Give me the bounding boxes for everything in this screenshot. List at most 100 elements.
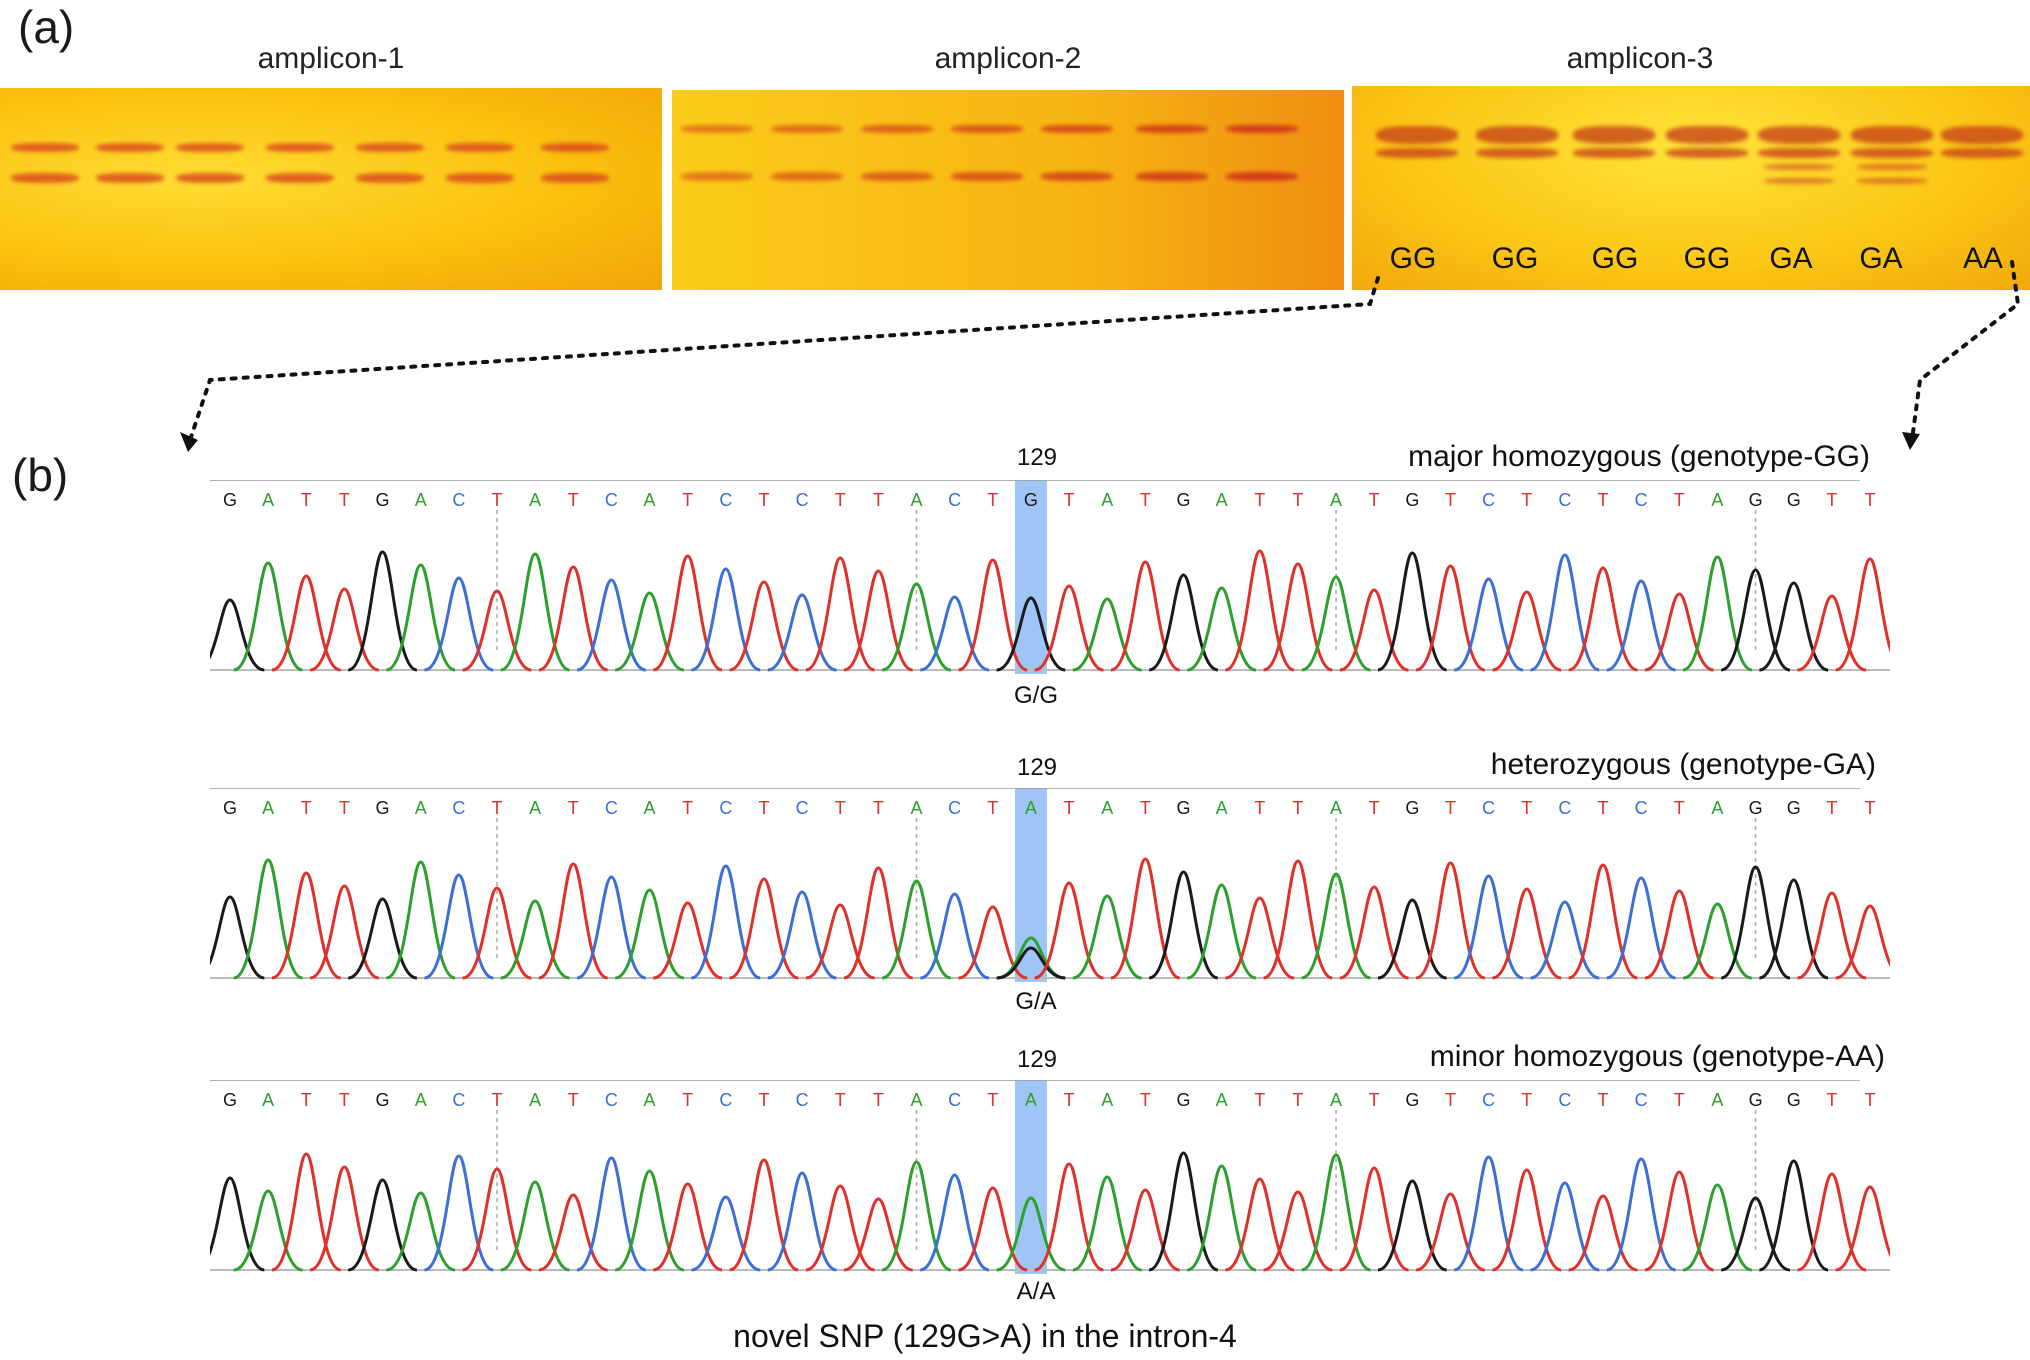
base-call-letter: T <box>301 1090 312 1110</box>
base-call-letter: T <box>1140 1090 1151 1110</box>
trace-peak <box>423 1154 494 1272</box>
base-call-letter: C <box>948 798 961 818</box>
trace-peak <box>1301 1153 1371 1272</box>
base-call-letter: G <box>1405 798 1419 818</box>
base-call-letter: T <box>1064 798 1075 818</box>
base-call-letter: A <box>1025 1090 1037 1110</box>
trace-peak <box>385 860 456 980</box>
gel-band <box>1666 126 1748 144</box>
trace-peak <box>1568 1194 1638 1272</box>
gel-band <box>356 173 424 183</box>
trace-peak <box>1644 592 1715 672</box>
gel-band <box>1136 172 1208 181</box>
base-call-letter: T <box>987 798 998 818</box>
base-call-letter: A <box>1101 1090 1113 1110</box>
trace-peak <box>1148 1151 1219 1272</box>
trace-2-call-label: G/A <box>1015 988 1057 1015</box>
base-call-letter: C <box>1635 490 1648 510</box>
trace-peak <box>1568 863 1638 980</box>
trace-peak <box>1682 555 1753 672</box>
panel-b-label: (b) <box>12 449 69 501</box>
trace-peak <box>1720 1196 1791 1272</box>
gel-band <box>1573 148 1655 158</box>
gel-title-amplicon-3: amplicon-3 <box>1566 42 1714 75</box>
base-call-letter: T <box>835 798 846 818</box>
base-call-letter: C <box>719 798 732 818</box>
base-call-letter: C <box>796 798 809 818</box>
base-call-letter: A <box>1711 490 1723 510</box>
gel-band <box>1857 178 1927 184</box>
base-call-letter: T <box>491 1090 502 1110</box>
base-call-letter: T <box>1445 490 1456 510</box>
base-call-letter: A <box>529 798 541 818</box>
trace-peak <box>462 589 532 672</box>
gel-band <box>541 143 609 152</box>
trace-peak <box>347 550 418 672</box>
trace-peak <box>1415 861 1486 980</box>
base-call-letter: T <box>682 1090 693 1110</box>
gel-band <box>1041 172 1113 181</box>
base-call-letter: A <box>415 1090 427 1110</box>
panel-a-label: (a) <box>18 1 75 53</box>
base-call-letter: G <box>223 798 237 818</box>
trace-peak <box>1606 1157 1677 1272</box>
base-call-letter: A <box>1216 490 1228 510</box>
base-call-letter: T <box>1369 1090 1380 1110</box>
gel-band <box>1136 125 1208 133</box>
base-call-letter: G <box>376 798 390 818</box>
base-call-letter: T <box>1521 798 1532 818</box>
connector-arrows <box>180 260 2021 452</box>
base-call-letter: T <box>1292 490 1303 510</box>
base-call-letter: C <box>1482 1090 1495 1110</box>
base-call-letter: T <box>1369 490 1380 510</box>
gel-band <box>96 173 164 183</box>
trace-peak <box>1758 1159 1829 1272</box>
gel-band <box>266 173 334 183</box>
gel-band <box>1851 148 1933 158</box>
trace-peak <box>309 587 380 672</box>
trace-peak <box>1835 557 1890 672</box>
base-call-letter: G <box>1787 1090 1801 1110</box>
trace-2-position-label: 129 <box>1016 754 1058 781</box>
base-call-letter: T <box>1369 798 1380 818</box>
connector-right-arrowhead <box>1902 432 1920 450</box>
base-call-letter: T <box>1521 1090 1532 1110</box>
base-call-letter: A <box>529 490 541 510</box>
base-call-letter: A <box>262 798 274 818</box>
genotype-label-lane-1: GG <box>1389 242 1437 275</box>
connector-right <box>1910 260 2021 442</box>
figure-caption: novel SNP (129G>A) in the intron-4 <box>733 1318 1237 1354</box>
base-call-letter: T <box>873 798 884 818</box>
gel-title-amplicon-1: amplicon-1 <box>257 42 405 75</box>
trace-peak <box>690 864 761 980</box>
gel-band <box>11 173 79 183</box>
base-call-letter: G <box>1176 490 1190 510</box>
base-call-letter: T <box>1826 798 1837 818</box>
trace-peak <box>1110 1188 1181 1272</box>
base-call-letter: C <box>948 490 961 510</box>
snp-highlight <box>1014 1080 1047 1274</box>
trace-peak <box>957 558 1028 672</box>
trace-peak <box>996 946 1066 980</box>
gel-image-amplicon-1 <box>0 88 662 290</box>
gel-band <box>1758 148 1840 158</box>
base-call-letter: T <box>1254 1090 1265 1110</box>
gel-band <box>1941 148 2023 158</box>
base-call-letter: A <box>1330 798 1342 818</box>
base-call-letter: T <box>1826 490 1837 510</box>
trace-peak <box>538 862 609 980</box>
gel-band <box>1573 126 1655 144</box>
gel-band <box>861 125 933 133</box>
base-call-letter: A <box>1216 1090 1228 1110</box>
base-call-letter: C <box>1635 1090 1648 1110</box>
trace-3-title: minor homozygous (genotype-AA) <box>1429 1040 1885 1073</box>
base-call-letter: T <box>339 490 350 510</box>
trace-1-title: major homozygous (genotype-GG) <box>1408 440 1870 473</box>
trace-peak <box>1072 597 1142 672</box>
trace-peak <box>1530 553 1600 672</box>
base-call-letter: T <box>339 798 350 818</box>
base-call-letter: T <box>682 798 693 818</box>
trace-peak <box>1491 590 1562 672</box>
base-call-letter: T <box>1826 1090 1837 1110</box>
gel-band <box>1476 148 1558 158</box>
